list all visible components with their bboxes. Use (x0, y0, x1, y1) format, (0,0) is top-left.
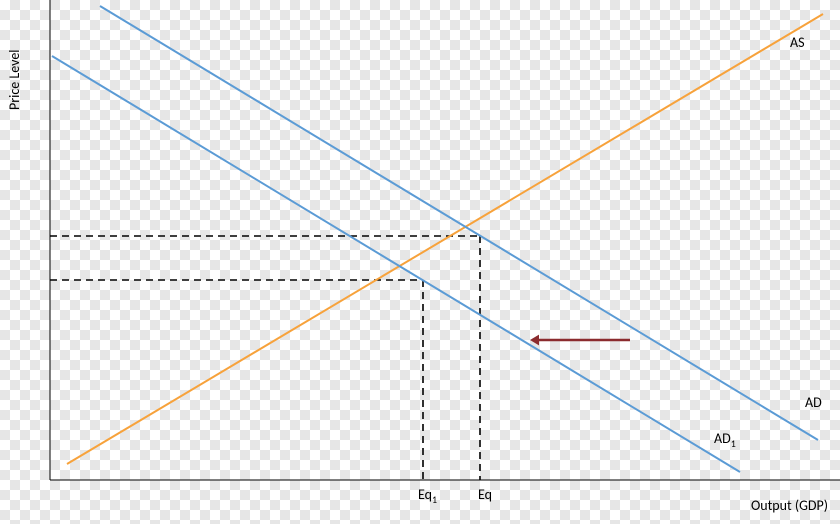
x-axis-label: Output (GDP) (751, 497, 828, 514)
as-curve-label: AS (790, 34, 805, 51)
y-axis-label: Price Level (6, 49, 23, 110)
ad1-curve-label: AD1 (714, 430, 736, 450)
eq-tick-label: Eq (478, 486, 492, 503)
ad-curve-label: AD (805, 394, 822, 411)
eq1-tick-label: Eq1 (418, 486, 437, 506)
chart-container: Price Level Output (GDP) AS AD AD1 Eq Eq… (0, 0, 840, 524)
